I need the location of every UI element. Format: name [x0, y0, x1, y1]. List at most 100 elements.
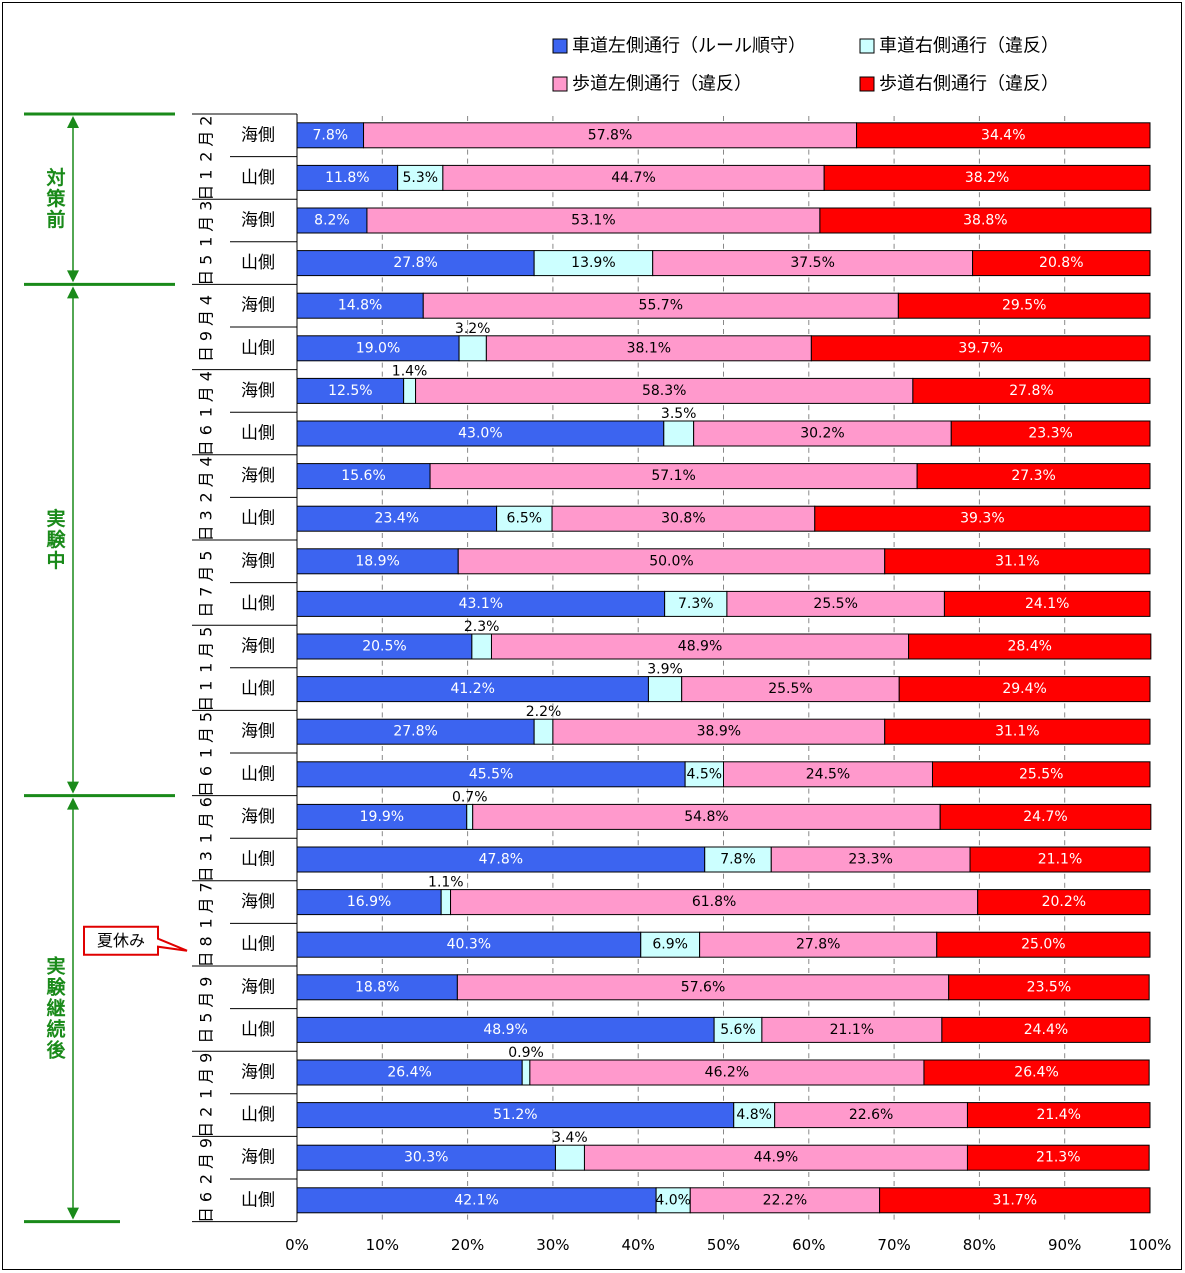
side-label: 山側	[241, 1105, 275, 1125]
data-label: 38.9%	[697, 724, 741, 740]
data-label: 22.6%	[849, 1107, 893, 1123]
bar-segment	[551, 505, 816, 532]
callout-box	[83, 925, 188, 956]
bar-segment	[366, 207, 821, 234]
data-label: 48.9%	[483, 1022, 527, 1038]
x-tick-label: 60%	[792, 1236, 825, 1254]
side-label: 海側	[241, 551, 275, 571]
data-label: 20.2%	[1042, 894, 1086, 910]
bar-segment	[397, 164, 444, 191]
side-label: 山側	[241, 594, 275, 614]
date-label: 3	[197, 510, 216, 520]
bar-segment	[429, 463, 918, 490]
data-label: 23.5%	[1027, 979, 1071, 995]
date-label: 2	[197, 1174, 216, 1184]
bar-segment	[296, 1016, 715, 1043]
date-label: 日	[197, 951, 216, 967]
date-label: 1	[197, 407, 216, 417]
data-label: 28.4%	[1007, 639, 1051, 655]
data-label: 27.8%	[796, 937, 840, 953]
bar-segment	[552, 718, 886, 745]
legend-swatch	[859, 38, 875, 54]
date-label: 1	[197, 748, 216, 758]
bar-segment	[977, 889, 1151, 916]
bar-segment	[950, 420, 1151, 447]
bar-segment	[296, 761, 686, 788]
data-label: 24.5%	[806, 766, 850, 782]
date-label: 1	[197, 681, 216, 691]
bar-segment	[663, 420, 695, 447]
bar-segment	[296, 1102, 735, 1129]
bar-segment	[761, 1016, 943, 1043]
legend-swatch	[552, 76, 568, 92]
side-label: 海側	[241, 381, 275, 401]
x-tick-label: 100%	[1129, 1236, 1172, 1254]
data-label: 45.5%	[469, 766, 513, 782]
side-label: 海側	[241, 637, 275, 657]
bar-segment	[647, 676, 683, 703]
x-tick-label: 30%	[536, 1236, 569, 1254]
bar-segment	[296, 974, 458, 1001]
data-label: 4.5%	[687, 766, 723, 782]
bar-segment	[296, 164, 399, 191]
data-label: 4.0%	[655, 1192, 691, 1208]
bar-segment	[296, 676, 649, 703]
data-label: 7.3%	[678, 596, 714, 612]
date-label: 1	[197, 833, 216, 843]
data-label: 13.9%	[571, 255, 615, 271]
period-label: 実	[46, 507, 65, 530]
date-label: 月	[197, 310, 216, 326]
data-label: 38.2%	[965, 170, 1009, 186]
date-label: 5	[197, 1013, 216, 1023]
date-label: 1	[197, 1089, 216, 1099]
side-label: 山側	[241, 1190, 275, 1210]
data-label: 29.4%	[1002, 681, 1046, 697]
data-label: 24.7%	[1023, 809, 1067, 825]
date-label: 月	[197, 471, 216, 487]
data-label: 3.2%	[455, 321, 491, 337]
legend-swatch	[859, 76, 875, 92]
date-label: 5	[197, 712, 216, 722]
data-label: 23.3%	[1028, 426, 1072, 442]
bar-segment	[296, 377, 405, 404]
date-label: 7	[197, 882, 216, 892]
data-label: 57.1%	[651, 468, 695, 484]
bar-segment	[664, 590, 728, 617]
date-label: 日	[197, 525, 216, 541]
bar-segment	[422, 292, 899, 319]
side-label: 山側	[241, 679, 275, 699]
bar-segment	[936, 931, 1151, 958]
data-label: 21.3%	[1036, 1150, 1080, 1166]
data-label: 25.0%	[1021, 937, 1065, 953]
data-label: 1.4%	[392, 363, 428, 379]
bar-segment	[726, 590, 945, 617]
bar-segment	[490, 633, 910, 660]
x-tick-label: 70%	[877, 1236, 910, 1254]
data-label: 21.1%	[830, 1022, 874, 1038]
date-label: 日	[197, 602, 216, 618]
data-label: 48.9%	[678, 639, 722, 655]
date-label: 日	[197, 781, 216, 797]
bar-segment	[931, 761, 1151, 788]
bar-segment	[458, 335, 487, 362]
data-label: 3.9%	[647, 662, 683, 678]
data-label: 0.7%	[452, 789, 488, 805]
arrow-up-icon	[67, 116, 79, 128]
data-label: 38.8%	[963, 213, 1007, 229]
bar-segment	[296, 207, 368, 234]
bar-segment	[770, 846, 971, 873]
bar-segment	[897, 292, 1151, 319]
bar-segment	[814, 505, 1151, 532]
data-label: 29.5%	[1002, 298, 1046, 314]
period-label: 実	[46, 955, 65, 978]
side-label: 海側	[241, 1063, 275, 1083]
date-label: 日	[197, 696, 216, 712]
date-label: 9	[197, 1053, 216, 1063]
legend-label: 車道右側通行（違反）	[879, 36, 1059, 57]
side-label: 山側	[241, 338, 275, 358]
side-label: 山側	[241, 168, 275, 188]
data-label: 19.0%	[356, 340, 400, 356]
bar-segment	[810, 335, 1151, 362]
data-label: 16.9%	[347, 894, 391, 910]
